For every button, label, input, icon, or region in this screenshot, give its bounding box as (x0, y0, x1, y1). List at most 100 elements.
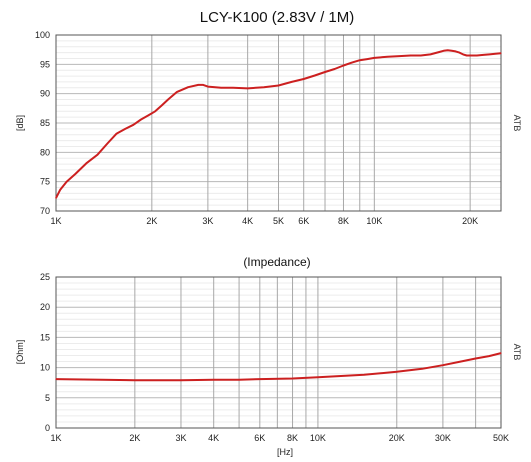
spl-x-tick-label: 8K (338, 216, 349, 226)
spl-y-tick-label: 85 (40, 118, 50, 128)
spl-x-tick-label: 10K (366, 216, 382, 226)
spl-data-point (140, 118, 142, 121)
spl-data-point (314, 74, 316, 77)
spl-data-point (373, 57, 375, 59)
imp-x-tick-label: 1K (50, 433, 61, 443)
spl-data-point (442, 50, 445, 52)
imp-data-point (213, 379, 215, 381)
spl-data-point (398, 55, 401, 57)
spl-plot-frame (55, 34, 502, 212)
plot-spl: 70 75 80 85 90 95 100 1K 2K 3K 4K 5K 6K 8K 10K 20K (35, 30, 502, 226)
imp-x-tick-label: 50K (493, 433, 509, 443)
imp-y-tick-label: 5 (45, 393, 50, 403)
spl-data-point (187, 86, 189, 88)
spl-data-point (291, 81, 293, 83)
spl-data-point (454, 50, 457, 53)
spl-data-point (220, 87, 222, 89)
imp-x-tick-label: 2K (129, 433, 140, 443)
spl-data-point (482, 54, 484, 56)
spl-data-point (333, 68, 336, 70)
imp-y-tick-label: 15 (40, 332, 50, 342)
spl-data-point (106, 142, 108, 145)
spl-data-point (167, 98, 169, 101)
side-label-spl: ATB (512, 115, 522, 132)
spl-data-point (202, 84, 204, 86)
imp-data-point (363, 374, 365, 376)
chart-title-spl: LCY-K100 (2.83V / 1M) (200, 9, 355, 26)
spl-data-point (447, 49, 449, 51)
spl-data-point (115, 132, 118, 135)
imp-data-point (101, 379, 103, 381)
spl-x-tick-label: 4K (242, 216, 253, 226)
spl-data-point (176, 91, 178, 93)
imp-x-tick-label: 6K (254, 433, 265, 443)
spl-data-point (132, 124, 134, 126)
imp-data-point (488, 355, 490, 357)
spl-data-point (494, 53, 496, 55)
spl-data-point (462, 53, 464, 55)
spl-data-point (476, 54, 478, 57)
imp-plot-area (56, 277, 501, 428)
imp-data-point (396, 371, 398, 373)
spl-data-point (451, 50, 453, 52)
spl-data-point (351, 61, 353, 64)
side-label-impedance: ATB (512, 344, 522, 361)
spl-data-point (161, 104, 163, 106)
spl-data-point (147, 114, 149, 116)
spl-data-point (207, 86, 209, 88)
spl-data-point (55, 197, 57, 199)
spl-data-point (96, 154, 99, 156)
imp-x-tick-label: 10K (310, 433, 326, 443)
spl-data-point (409, 54, 412, 57)
imp-data-point (500, 352, 502, 354)
spl-y-tick-label: 90 (40, 89, 50, 99)
spl-data-point (232, 87, 234, 89)
y-axis-label-impedance: [Ohm] (15, 340, 25, 365)
imp-data-point (459, 360, 462, 363)
imp-x-tick-label: 8K (287, 433, 298, 443)
spl-data-point (277, 84, 280, 87)
imp-data-point (291, 377, 294, 380)
spl-data-point (488, 53, 491, 55)
imp-x-tick-label: 4K (208, 433, 219, 443)
imp-plot-frame (55, 276, 502, 429)
spl-data-point (420, 54, 422, 57)
imp-x-tick-label: 3K (175, 433, 186, 443)
spl-y-tick-label: 95 (40, 59, 50, 69)
spl-data-point (247, 87, 249, 89)
spl-x-tick-label: 20K (462, 216, 478, 226)
spl-data-point (500, 52, 502, 54)
chart-title-impedance: (Impedance) (243, 255, 310, 269)
imp-data-point (134, 379, 136, 381)
imp-data-point (55, 378, 57, 380)
spl-x-tick-label: 2K (146, 216, 157, 226)
spl-data-point (263, 86, 265, 88)
imp-y-tick-label: 10 (40, 363, 50, 373)
y-axis-label-spl: [dB] (15, 115, 25, 131)
imp-x-tick-label: 20K (389, 433, 405, 443)
spl-data-point (466, 54, 468, 57)
spl-data-point (303, 78, 305, 80)
imp-series-line (55, 352, 502, 382)
imp-data-point (259, 378, 261, 380)
spl-y-tick-label: 80 (40, 147, 50, 157)
plot-impedance: 0 5 10 15 20 25 1K 2K 3K 4K 6K 8K 10K 20K 30K 50K (40, 272, 509, 443)
spl-data-point (469, 54, 471, 57)
spl-data-point (74, 173, 76, 175)
spl-y-tick-label: 100 (35, 30, 50, 40)
imp-data-point (317, 376, 319, 378)
imp-y-tick-label: 0 (45, 423, 50, 433)
spl-data-point (154, 110, 156, 112)
spl-data-point (386, 56, 389, 58)
spl-data-point (359, 59, 361, 61)
spl-y-tick-label: 75 (40, 177, 50, 187)
spl-data-point (124, 128, 126, 130)
spl-data-point (366, 58, 368, 60)
spl-data-point (324, 71, 326, 73)
imp-y-tick-label: 25 (40, 272, 50, 282)
imp-data-point (421, 368, 423, 370)
spl-data-point (66, 181, 68, 183)
imp-data-point (180, 379, 182, 381)
spl-data-point (86, 162, 88, 164)
imp-y-tick-label: 20 (40, 302, 50, 312)
